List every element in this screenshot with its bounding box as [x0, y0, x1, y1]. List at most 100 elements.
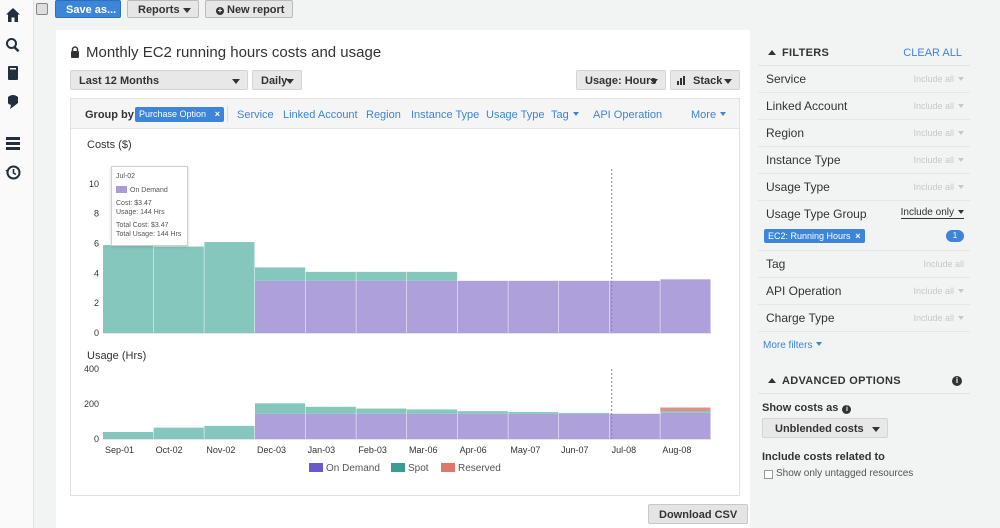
group-by-service[interactable]: Service [237, 109, 274, 121]
costs-bar-on-demand [407, 280, 458, 333]
costs-bar-on-demand [305, 280, 356, 333]
filter-value-label: Include all [913, 155, 954, 165]
cost-type-select[interactable]: Unblended costs [762, 418, 888, 438]
stack-select[interactable]: Stack [670, 70, 740, 90]
tooltip-series-label: On Demand [130, 187, 168, 194]
legend-spot-label: Spot [408, 463, 429, 474]
filter-name: Charge Type [766, 311, 835, 325]
legend-on-demand[interactable]: On Demand [309, 463, 380, 474]
costs-bar-spot [204, 242, 255, 333]
group-by-instance-type[interactable]: Instance Type [411, 109, 480, 121]
filter-name: Instance Type [766, 153, 841, 167]
chevron-down-icon [720, 112, 727, 116]
group-by-chip[interactable]: Purchase Option × [135, 107, 225, 122]
filter-value[interactable]: Include all [913, 155, 964, 165]
filter-row-tag[interactable]: Tag Include all [758, 251, 970, 278]
usage-bar-spot [407, 409, 458, 414]
clear-all-link[interactable]: CLEAR ALL [903, 47, 962, 59]
download-csv-button[interactable]: Download CSV [648, 504, 749, 524]
legend-on-demand-label: On Demand [326, 463, 380, 474]
chevron-down-icon [958, 289, 964, 293]
filter-value[interactable]: Include all [913, 74, 964, 84]
filter-value[interactable]: Include only [900, 207, 964, 219]
info-icon[interactable]: i [952, 376, 962, 386]
filter-value[interactable]: Include all [913, 313, 964, 323]
group-by-tag[interactable]: Tag [551, 109, 579, 121]
usage-bar-spot [508, 412, 559, 414]
chevron-down-icon [183, 8, 191, 13]
time-range-value: Last 12 Months [79, 75, 160, 87]
filters-title[interactable]: FILTERS [768, 47, 829, 59]
group-by-usage-type[interactable]: Usage Type [486, 109, 545, 121]
filter-row-usage-type-group[interactable]: Usage Type Group Include only [758, 201, 970, 251]
chart-tooltip: Jul-02 On Demand Cost: $3.47 Usage: 144 … [111, 166, 188, 246]
history-icon[interactable] [4, 163, 22, 181]
info-icon[interactable]: i [842, 405, 852, 414]
reports-button[interactable]: Reports [127, 0, 199, 18]
legend-spot[interactable]: Spot [391, 463, 429, 474]
filter-row-linked-account[interactable]: Linked Account Include all [758, 93, 970, 120]
close-icon[interactable]: × [855, 231, 861, 241]
show-costs-as-text: Show costs as [762, 402, 839, 414]
filter-row-charge-type[interactable]: Charge Type Include all [758, 305, 970, 332]
untagged-checkbox-label[interactable]: Show only untagged resources [776, 468, 914, 479]
home-icon[interactable] [4, 6, 22, 24]
filter-value[interactable]: Include all [913, 128, 964, 138]
more-filters-link[interactable]: More filters [763, 340, 823, 351]
chevron-down-icon [958, 131, 964, 135]
costs-y-tick-label: 8 [94, 209, 99, 219]
filter-row-usage-type[interactable]: Usage Type Include all [758, 174, 970, 201]
save-as-button[interactable]: Save as... [55, 0, 121, 18]
filter-value[interactable]: Include all [913, 182, 964, 192]
filter-row-instance-type[interactable]: Instance Type Include all [758, 147, 970, 174]
usage-select[interactable]: Usage: Hours [576, 70, 666, 90]
show-costs-as-label: Show costs as i [762, 402, 852, 414]
usage-type-group-chip[interactable]: EC2: Running Hours × [764, 229, 865, 243]
filter-value[interactable]: Include all [913, 101, 964, 111]
advanced-options-header[interactable]: ADVANCED OPTIONS i [758, 370, 970, 394]
filter-value[interactable]: Include all [913, 286, 964, 296]
usage-bar-spot [153, 427, 204, 439]
filter-name: Tag [766, 257, 786, 271]
group-by-linked-account[interactable]: Linked Account [283, 109, 358, 121]
filter-value-label: Include all [913, 101, 954, 111]
filter-value-label: Include all [913, 286, 954, 296]
x-tick-label: Feb-03 [358, 445, 387, 455]
costs-bar-on-demand [356, 280, 407, 333]
tooltip-cost: Cost: $3.47 [116, 200, 152, 207]
collapse-panel-icon[interactable] [36, 3, 48, 15]
usage-bar-on-demand [305, 413, 356, 439]
chart-container: Group by: Purchase Option × Service Linke… [70, 98, 740, 496]
usage-bar-spot [255, 403, 306, 414]
costs-y-tick-label: 10 [89, 179, 99, 189]
untagged-checkbox[interactable] [764, 470, 773, 479]
filter-name: API Operation [766, 284, 842, 298]
filter-name: Linked Account [766, 99, 848, 113]
group-by-more[interactable]: More [691, 109, 727, 121]
chip-label: EC2: Running Hours [768, 231, 851, 241]
usage-y-tick-label: 200 [84, 399, 99, 409]
close-icon[interactable]: × [214, 109, 221, 119]
time-range-select[interactable]: Last 12 Months [70, 70, 248, 90]
granularity-select[interactable]: Daily [252, 70, 302, 90]
costs-bar-spot [305, 271, 356, 281]
search-icon[interactable] [4, 36, 22, 54]
costs-bar-on-demand [609, 280, 660, 333]
legend-reserved[interactable]: Reserved [441, 463, 501, 474]
x-tick-label: Apr-06 [460, 445, 487, 455]
left-nav-rail [0, 0, 34, 528]
group-by-api-operation[interactable]: API Operation [593, 109, 663, 121]
filter-row-service[interactable]: Service Include all [758, 66, 970, 93]
usage-bar-spot [356, 408, 407, 414]
bar-chart-icon [677, 76, 685, 85]
new-report-button[interactable]: + New report [205, 0, 293, 18]
filter-row-api-operation[interactable]: API Operation Include all [758, 278, 970, 305]
filter-value[interactable]: Include all [923, 259, 964, 269]
bookmark-icon[interactable] [4, 93, 22, 111]
tooltip-usage: Usage: 144 Hrs [116, 209, 165, 216]
book-icon[interactable] [4, 64, 22, 82]
group-by-region[interactable]: Region [366, 109, 401, 121]
costs-axis-title: Costs ($) [87, 139, 132, 151]
filter-row-region[interactable]: Region Include all [758, 120, 970, 147]
list-icon[interactable] [4, 134, 22, 152]
